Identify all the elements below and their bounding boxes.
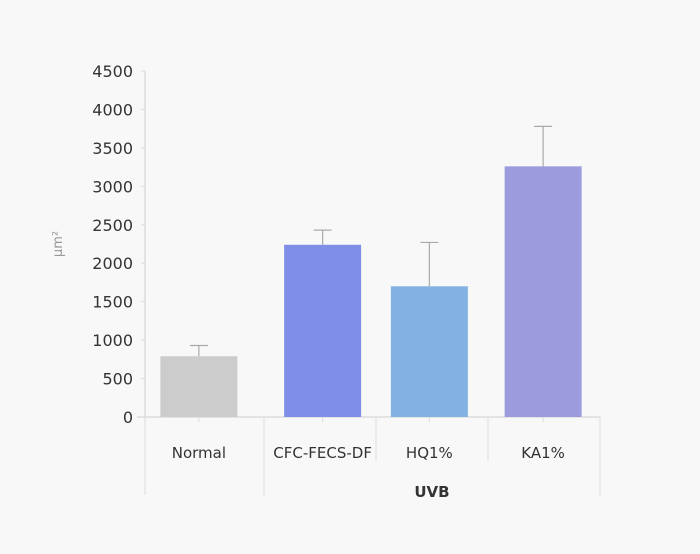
- y-axis-label: μm²: [51, 231, 66, 257]
- x-tick-label: KA1%: [521, 444, 565, 462]
- y-tick-label: 4500: [92, 62, 133, 81]
- group-label-uvb: UVB: [414, 483, 449, 501]
- x-tick-label: HQ1%: [406, 444, 453, 462]
- x-tick-label: Normal: [172, 444, 226, 462]
- y-tick-label: 3000: [92, 177, 133, 196]
- bar-normal: [160, 356, 238, 417]
- y-tick-label: 2500: [92, 216, 133, 235]
- y-tick-label: 1500: [92, 293, 133, 312]
- bar-ka1-: [504, 166, 582, 417]
- bar-cfc-fecs-df: [284, 244, 362, 417]
- y-tick-label: 500: [102, 370, 133, 389]
- x-tick-label: CFC-FECS-DF: [273, 444, 372, 462]
- y-tick-label: 4000: [92, 100, 133, 119]
- bar-hq1-: [390, 286, 468, 417]
- y-tick-label: 0: [123, 408, 133, 427]
- y-tick-label: 2000: [92, 254, 133, 273]
- y-tick-label: 3500: [92, 139, 133, 158]
- y-tick-label: 1000: [92, 331, 133, 350]
